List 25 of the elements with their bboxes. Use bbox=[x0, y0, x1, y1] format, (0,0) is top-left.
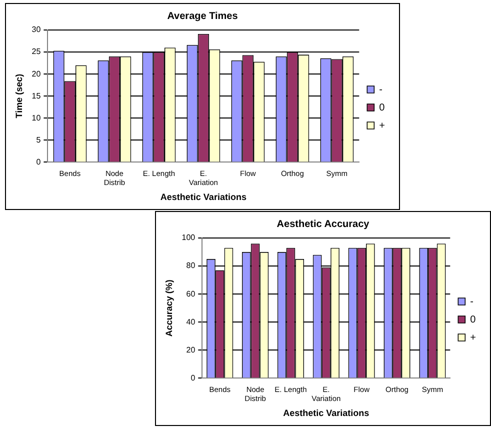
x-axis-title: Aesthetic Variations bbox=[160, 192, 246, 202]
y-axis-title: Time (sec) bbox=[14, 74, 24, 118]
legend-label: + bbox=[470, 332, 476, 344]
y-tick-label: 60 bbox=[186, 289, 196, 298]
y-tick-label: 30 bbox=[32, 25, 42, 34]
y-tick-label: 80 bbox=[186, 261, 196, 270]
y-tick-label: 5 bbox=[36, 135, 42, 144]
y-tick-label: 20 bbox=[32, 69, 42, 78]
legend-label: 0 bbox=[470, 314, 476, 326]
y-tick-label: 0 bbox=[190, 373, 196, 382]
y-tick-label: 15 bbox=[32, 91, 42, 100]
legend-label: + bbox=[379, 120, 386, 132]
y-tick-label: 20 bbox=[186, 345, 196, 354]
legend-label: - bbox=[379, 84, 383, 96]
y-tick-label: 40 bbox=[186, 317, 196, 326]
chart-title: Average Times bbox=[167, 10, 238, 22]
y-tick-label: 25 bbox=[32, 47, 42, 56]
y-axis-title: Accuracy (%) bbox=[164, 280, 174, 337]
y-tick-label: 10 bbox=[32, 113, 42, 122]
y-tick-label: 0 bbox=[36, 157, 42, 166]
x-axis-title: Aesthetic Variations bbox=[283, 408, 370, 418]
legend-label: 0 bbox=[379, 102, 386, 114]
chart-title: Aesthetic Accuracy bbox=[276, 218, 370, 230]
y-tick-label: 100 bbox=[182, 233, 196, 242]
legend-label: - bbox=[470, 296, 474, 308]
